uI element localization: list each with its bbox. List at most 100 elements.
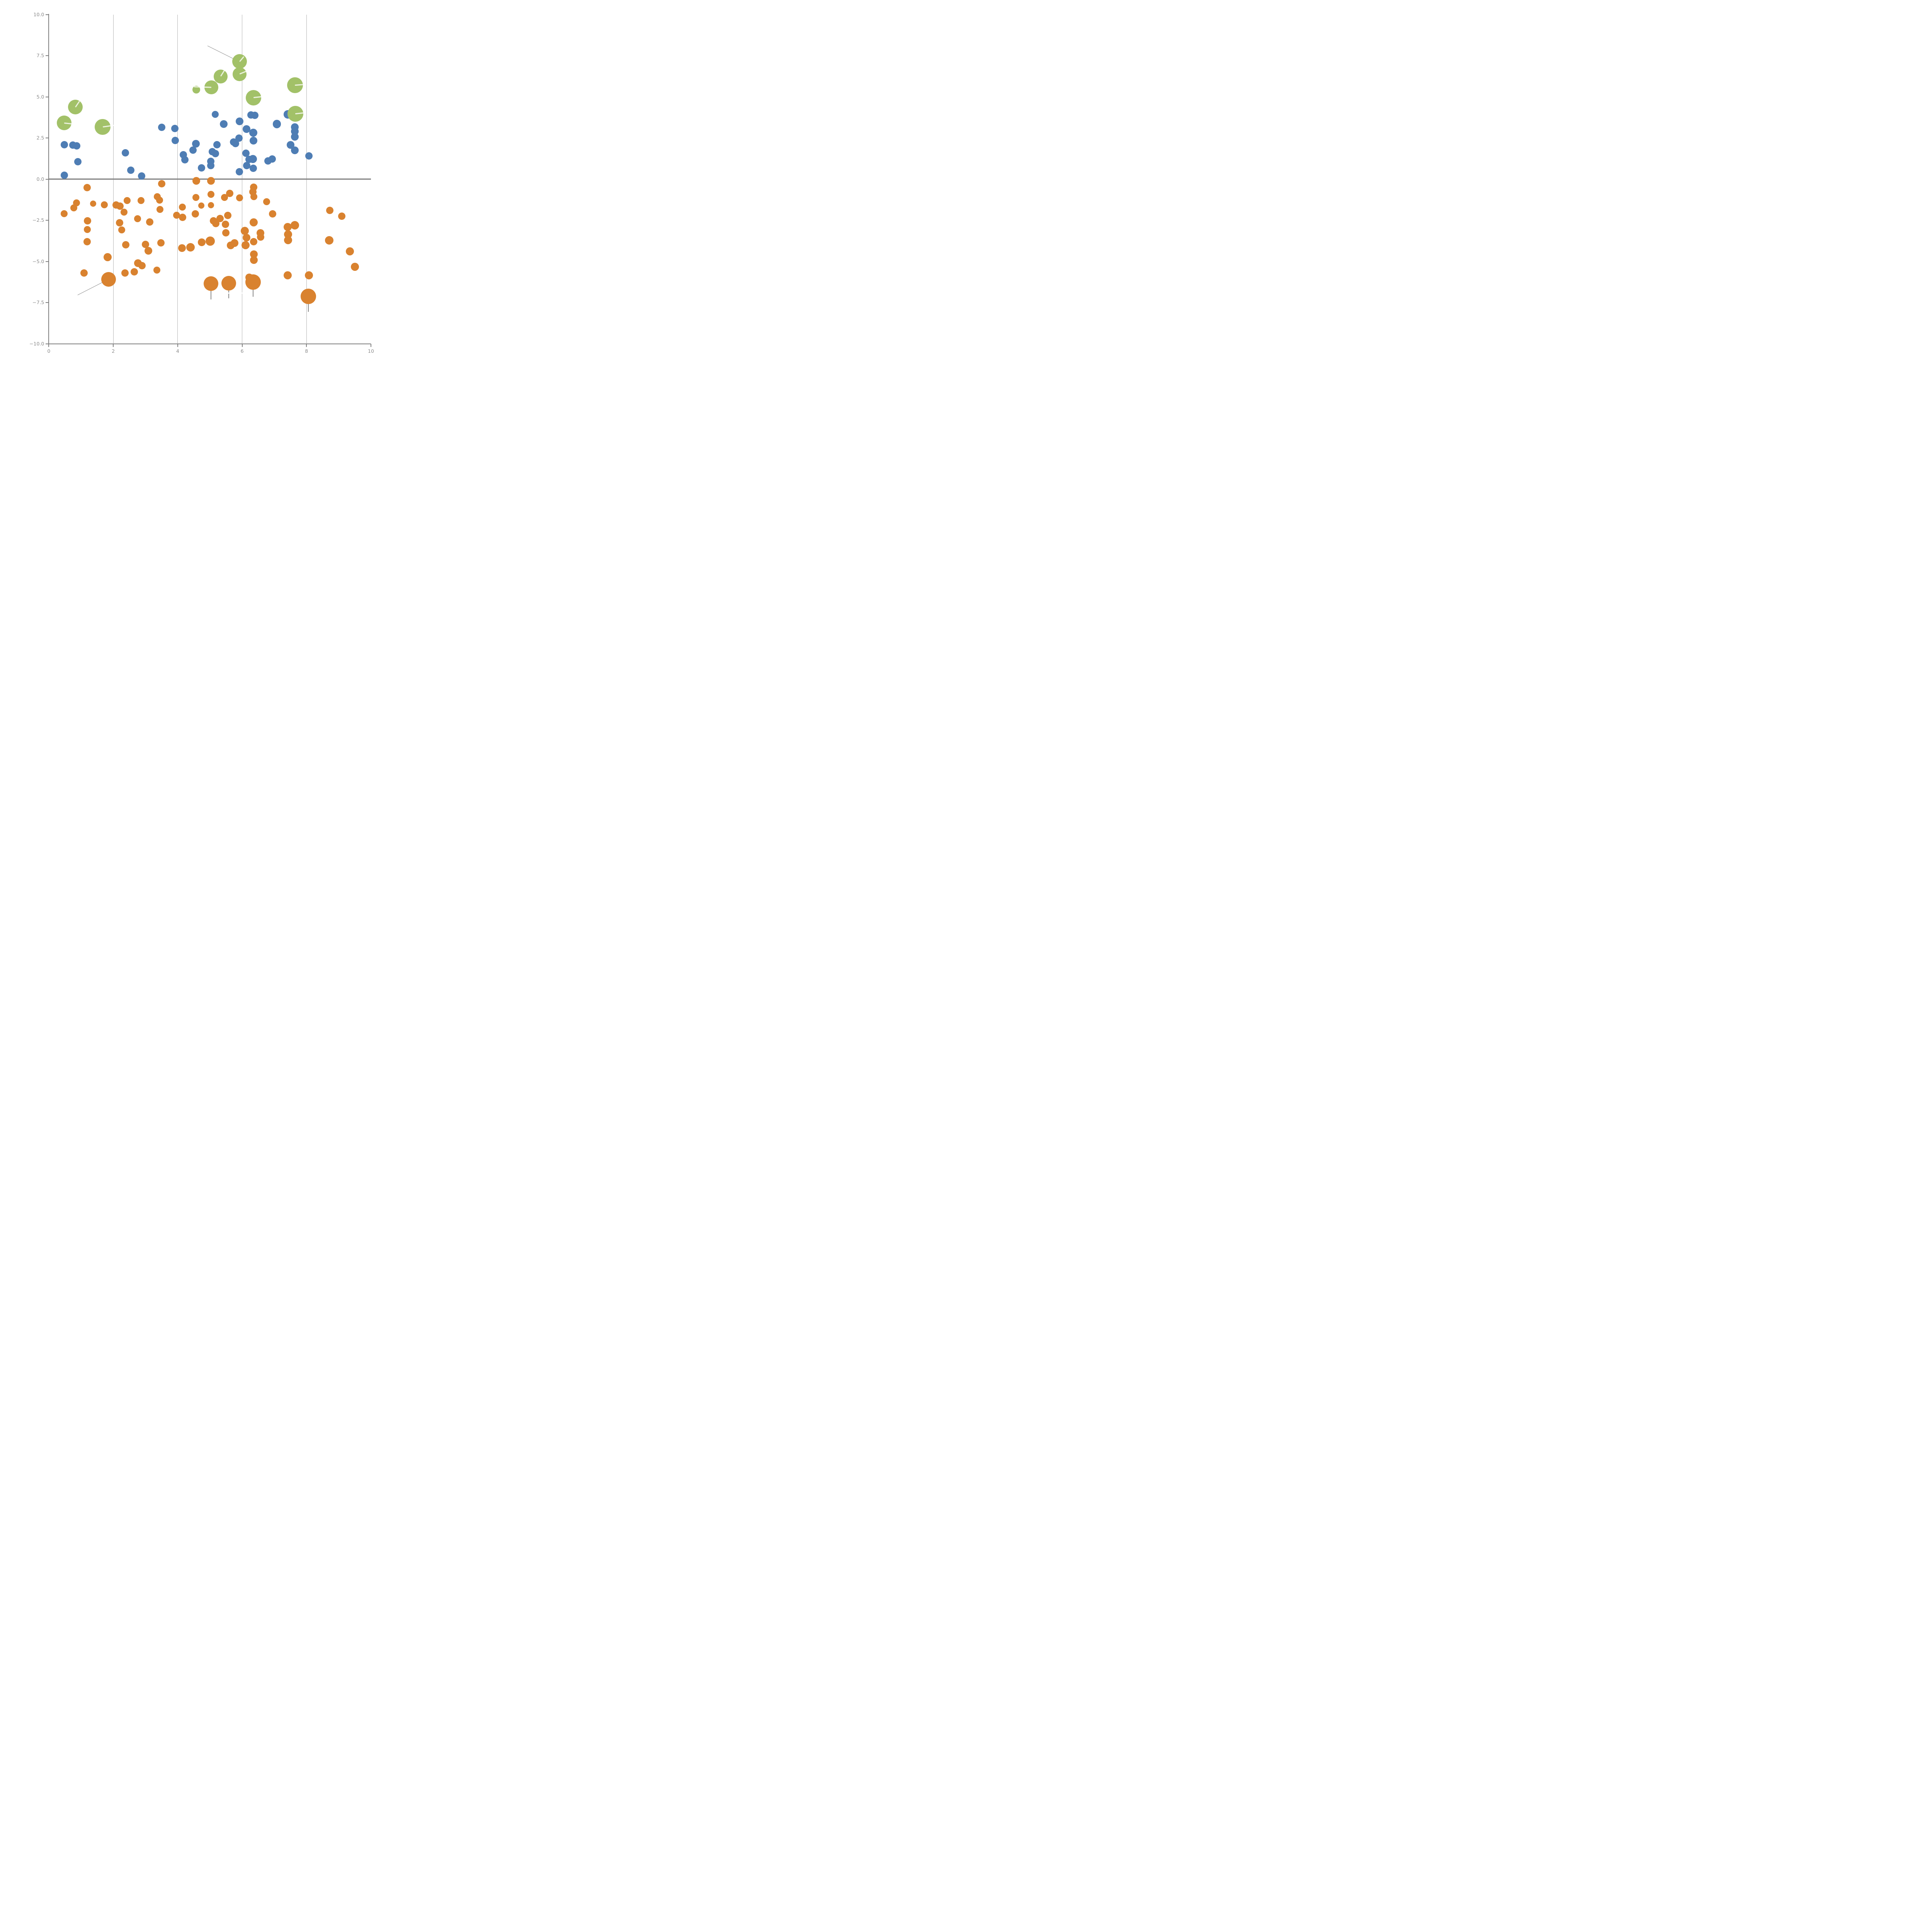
data-point-orange-dots: [61, 210, 68, 218]
stem-line-3: [308, 297, 309, 312]
data-point-orange-dots: [224, 211, 232, 219]
data-point-orange-dots: [179, 204, 186, 211]
data-point-orange-dots: [301, 289, 316, 304]
data-point-orange-dots: [146, 218, 153, 226]
data-point-orange-dots: [80, 269, 88, 277]
x-tick-label: 10: [368, 348, 374, 354]
data-point-blue-dots: [60, 141, 68, 149]
data-point-blue-dots: [158, 123, 166, 131]
data-point-blue-dots: [207, 162, 215, 170]
data-point-orange-dots: [156, 206, 163, 213]
data-point-orange-dots: [118, 226, 125, 234]
y-tick-label: 5.0: [36, 94, 44, 100]
data-point-blue-dots: [138, 172, 145, 180]
data-point-orange-dots: [284, 223, 292, 231]
data-point-green-bubbles: [232, 67, 247, 81]
y-tick: [46, 302, 49, 303]
data-point-orange-dots: [263, 198, 270, 206]
data-point-orange-dots: [83, 217, 91, 225]
data-point-orange-dots: [173, 212, 180, 219]
data-point-orange-dots: [123, 197, 131, 204]
data-point-orange-dots: [116, 219, 124, 226]
data-point-orange-dots: [120, 209, 128, 216]
x-tick: [306, 344, 307, 347]
data-point-orange-dots: [250, 256, 258, 264]
y-tick-label: 10.0: [33, 11, 44, 17]
y-tick-label: 2.5: [36, 135, 44, 141]
data-point-green-bubbles: [95, 119, 114, 135]
data-point-blue-dots: [235, 117, 243, 126]
data-point-green-bubbles: [192, 86, 201, 94]
data-point-orange-dots: [250, 238, 258, 246]
y-tick-label: −10.0: [29, 340, 44, 347]
data-point-orange-dots: [222, 229, 230, 237]
data-point-orange-dots: [73, 199, 80, 206]
data-point-orange-dots: [192, 210, 199, 218]
data-point-blue-dots: [232, 140, 240, 148]
data-point-blue-dots: [243, 162, 250, 169]
data-point-orange-dots: [83, 184, 91, 192]
x-tick: [113, 344, 114, 347]
bubble-slash: [220, 70, 225, 77]
x-tick: [48, 344, 49, 347]
x-tick: [242, 344, 243, 347]
x-tick: [177, 344, 178, 347]
data-point-blue-dots: [272, 120, 281, 128]
y-tick: [46, 179, 49, 180]
data-point-orange-dots: [346, 247, 354, 255]
y-tick: [46, 55, 49, 56]
data-point-orange-dots: [226, 190, 234, 197]
data-point-orange-dots: [100, 201, 108, 208]
scatter-plot-figure: 10.0 7.5 5.0 2.5 0.0 −2.5 −5.0 −7.5 −10.0 0 2 4 6 8 10: [0, 0, 386, 386]
data-point-orange-dots: [221, 220, 229, 228]
data-point-blue-dots: [251, 112, 259, 119]
data-point-blue-dots: [220, 120, 228, 128]
data-point-blue-dots: [268, 155, 276, 163]
data-point-orange-dots: [197, 238, 206, 246]
x-tick-label: 0: [47, 348, 51, 354]
data-point-green-bubbles: [232, 54, 247, 69]
bubble-slash: [253, 96, 262, 98]
data-point-orange-dots: [83, 238, 91, 245]
data-point-orange-dots: [230, 239, 238, 247]
data-point-blue-dots: [291, 146, 299, 155]
data-point-orange-dots: [70, 204, 77, 212]
data-point-orange-dots: [245, 274, 253, 282]
data-point-green-bubbles: [287, 105, 304, 122]
y-tick-label: −7.5: [32, 299, 44, 306]
data-point-green-bubbles: [56, 115, 75, 130]
data-point-orange-dots: [242, 241, 250, 249]
bubble-slash: [295, 84, 304, 86]
stem-line-1: [228, 285, 230, 299]
data-point-blue-dots: [235, 134, 243, 142]
data-point-orange-dots: [326, 206, 333, 214]
data-point-green-bubbles: [245, 90, 262, 105]
data-point-blue-dots: [74, 158, 82, 165]
data-point-orange-dots: [192, 194, 199, 201]
data-point-orange-dots: [90, 201, 97, 207]
data-point-blue-dots: [235, 168, 243, 175]
data-point-blue-dots: [189, 146, 197, 154]
data-point-orange-dots: [338, 212, 345, 220]
data-point-orange-dots: [325, 236, 334, 245]
data-point-blue-dots: [73, 142, 81, 150]
data-point-orange-dots: [206, 236, 215, 246]
data-point-orange-dots: [212, 219, 219, 227]
data-point-orange-dots: [121, 269, 129, 277]
bubble-slash: [295, 112, 304, 114]
data-point-blue-dots: [122, 149, 129, 156]
data-point-orange-dots: [122, 241, 130, 248]
data-point-blue-dots: [171, 125, 179, 133]
data-point-blue-dots: [213, 141, 221, 149]
y-tick: [46, 14, 49, 15]
data-point-orange-dots: [257, 233, 264, 241]
data-point-blue-dots: [212, 111, 219, 118]
data-point-orange-dots: [178, 244, 186, 252]
data-point-orange-dots: [158, 180, 165, 187]
data-point-orange-dots: [207, 202, 214, 208]
data-point-blue-dots: [242, 149, 250, 157]
data-point-orange-dots: [141, 240, 149, 248]
data-point-orange-dots: [144, 247, 152, 255]
data-point-blue-dots: [250, 164, 257, 172]
data-point-orange-dots: [116, 202, 124, 210]
